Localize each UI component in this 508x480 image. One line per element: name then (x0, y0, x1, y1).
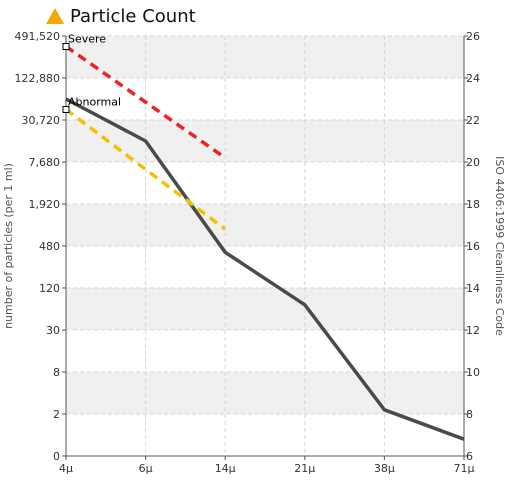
chart-title-text: Particle Count (70, 5, 196, 27)
y-tick-label: 0 (53, 450, 60, 463)
x-tick-label: 6μ (139, 462, 153, 475)
y-tick-label: 30 (46, 324, 60, 337)
grid-band (66, 120, 464, 162)
annotation-label: Severe (68, 33, 106, 46)
y-right-tick-label: 6 (466, 450, 473, 463)
y-right-tick-label: 26 (466, 30, 480, 43)
grid-band (66, 372, 464, 414)
y-right-tick-label: 22 (466, 114, 480, 127)
y-right-tick-label: 12 (466, 324, 480, 337)
y-tick-label: 8 (53, 366, 60, 379)
y-tick-label: 7,680 (29, 156, 61, 169)
annotation-label: Abnormal (68, 96, 121, 109)
y-right-tick-label: 16 (466, 240, 480, 253)
y-right-tick-label: 24 (466, 72, 480, 85)
x-tick-label: 38μ (374, 462, 395, 475)
y-tick-label: 491,520 (15, 30, 61, 43)
chart-title: Particle Count (46, 4, 196, 28)
y-tick-label: 2 (53, 408, 60, 421)
y-right-tick-label: 18 (466, 198, 480, 211)
y-tick-label: 122,880 (15, 72, 61, 85)
measured-line (65, 97, 465, 441)
y-right-tick-label: 14 (466, 282, 480, 295)
y-tick-label: 120 (39, 282, 60, 295)
warning-triangle-icon (46, 8, 64, 24)
x-tick-label: 21μ (294, 462, 315, 475)
annotation-marker (62, 43, 70, 50)
x-tick-label: 71μ (454, 462, 475, 475)
abnormal-line (64, 108, 227, 231)
y-tick-label: 30,720 (22, 114, 61, 127)
x-tick-label: 4μ (59, 462, 73, 475)
y-right-tick-label: 10 (466, 366, 480, 379)
severe-line (64, 45, 227, 160)
grid-band (66, 288, 464, 330)
y-axis-title-left: number of particles (per 1 ml) (2, 163, 15, 329)
y-tick-label: 1,920 (29, 198, 61, 211)
grid-band (66, 204, 464, 246)
y-tick-label: 480 (39, 240, 60, 253)
annotation-marker (62, 106, 70, 113)
grid-band (66, 36, 464, 78)
y-right-tick-label: 8 (466, 408, 473, 421)
x-tick-label: 14μ (215, 462, 236, 475)
y-axis-title-right: ISO 4406:1999 Cleanliness Code (493, 156, 506, 336)
y-right-tick-label: 20 (466, 156, 480, 169)
